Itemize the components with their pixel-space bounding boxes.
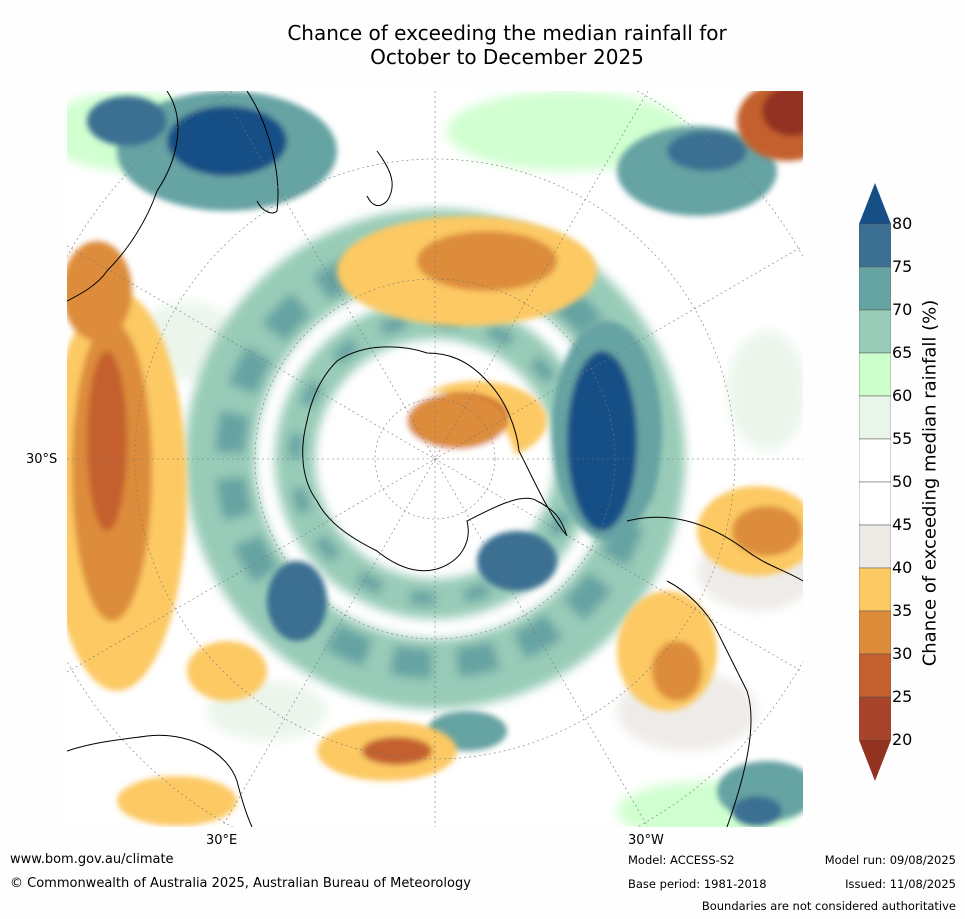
colorbar-tick-label: 60	[892, 386, 913, 405]
map-title: Chance of exceeding the median rainfall …	[0, 21, 965, 69]
model-run: Model run: 09/08/2025	[824, 853, 956, 867]
copyright: © Commonwealth of Australia 2025, Austra…	[10, 876, 471, 891]
colorbar-band	[859, 653, 891, 698]
colorbar-tick-label: 25	[892, 687, 913, 706]
title-line-1: Chance of exceeding the median rainfall …	[287, 21, 727, 45]
boundaries-disclaimer: Boundaries are not considered authoritat…	[701, 899, 956, 913]
rainfall-map	[67, 91, 803, 827]
colorbar-extend-bottom	[859, 740, 891, 781]
issued-date: Issued: 11/08/2025	[845, 877, 956, 891]
model-name: Model: ACCESS-S2	[628, 853, 735, 867]
colorbar-band	[859, 352, 891, 397]
colorbar-tick-label: 80	[892, 214, 913, 233]
colorbar-band	[859, 696, 891, 741]
colorbar-title: Chance of exceeding median rainfall (%)	[919, 299, 941, 667]
colorbar-band	[859, 395, 891, 440]
title-line-2: October to December 2025	[370, 45, 644, 69]
colorbar-tick-label: 75	[892, 257, 913, 276]
colorbar-band	[859, 610, 891, 655]
lat-label-30s: 30°S	[26, 452, 58, 467]
colorbar-tick-label: 50	[892, 472, 913, 491]
colorbar	[859, 183, 891, 781]
lon-label-30e: 30°E	[206, 833, 238, 848]
colorbar-tick-label: 40	[892, 558, 913, 577]
colorbar-tick-label: 20	[892, 730, 913, 749]
colorbar-tick-label: 55	[892, 429, 913, 448]
website-link[interactable]: www.bom.gov.au/climate	[10, 852, 174, 867]
colorbar-band	[859, 567, 891, 612]
lon-label-30w: 30°W	[628, 833, 664, 848]
colorbar-band	[859, 481, 891, 526]
base-period: Base period: 1981-2018	[628, 877, 767, 891]
colorbar-band	[859, 524, 891, 569]
colorbar-tick-label: 45	[892, 515, 913, 534]
colorbar-tick-label: 35	[892, 601, 913, 620]
colorbar-band	[859, 438, 891, 483]
colorbar-extend-top	[859, 183, 891, 224]
colorbar-tick-label: 65	[892, 343, 913, 362]
colorbar-tick-label: 30	[892, 644, 913, 663]
colorbar-band	[859, 309, 891, 354]
colorbar-band	[859, 266, 891, 311]
colorbar-band	[859, 223, 891, 268]
colorbar-tick-label: 70	[892, 300, 913, 319]
